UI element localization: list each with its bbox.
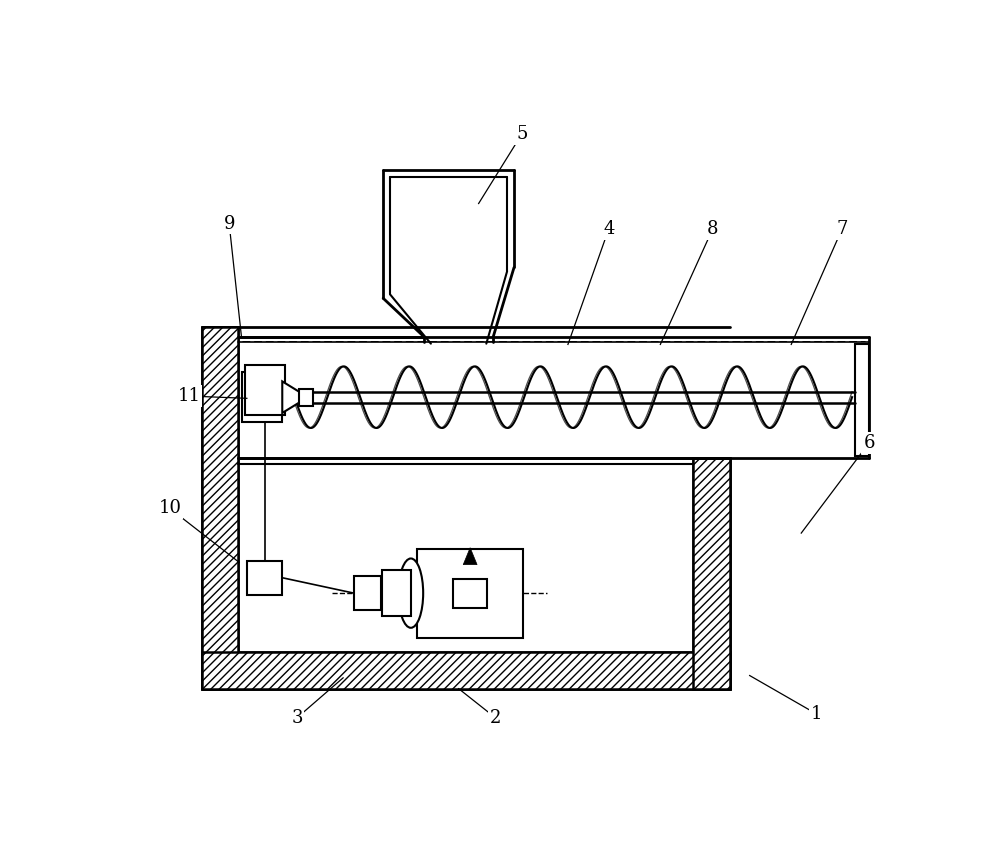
Bar [693, 458, 730, 689]
Bar [382, 570, 411, 616]
Text: 2: 2 [490, 709, 501, 727]
Bar [245, 365, 285, 415]
Text: 11: 11 [178, 387, 201, 405]
Text: 10: 10 [158, 499, 181, 517]
Bar [202, 652, 730, 689]
Bar [299, 389, 313, 406]
Text: 5: 5 [516, 125, 527, 143]
Text: 3: 3 [291, 709, 303, 727]
Polygon shape [463, 548, 477, 565]
Bar [202, 328, 238, 689]
Polygon shape [282, 381, 299, 413]
Ellipse shape [399, 559, 423, 627]
Bar [855, 344, 869, 456]
Bar [354, 576, 381, 610]
Text: 4: 4 [603, 220, 614, 238]
Bar [247, 561, 282, 594]
Text: 8: 8 [707, 220, 718, 238]
Text: 7: 7 [836, 220, 848, 238]
Text: 6: 6 [863, 434, 875, 452]
Bar [453, 578, 487, 608]
Text: 9: 9 [223, 215, 235, 233]
Text: 1: 1 [811, 705, 822, 723]
Bar [417, 549, 523, 638]
Bar [242, 372, 282, 422]
